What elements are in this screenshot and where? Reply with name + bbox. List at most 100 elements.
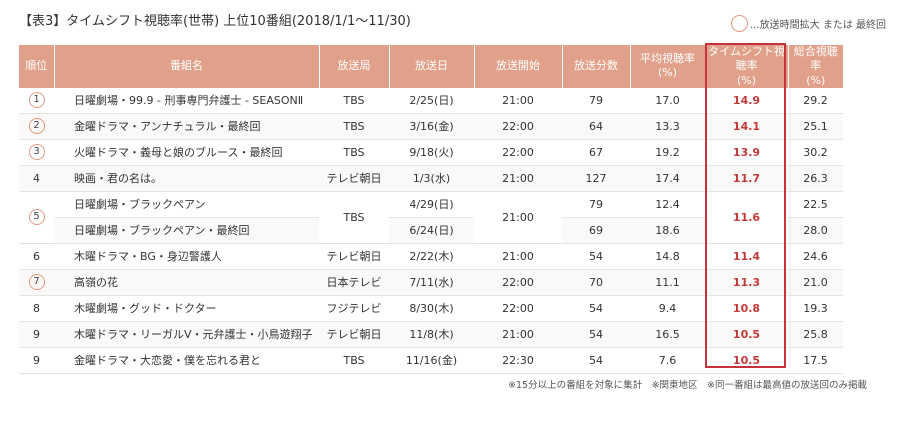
station: フジテレビ: [319, 295, 389, 322]
start-time: 22:00: [474, 113, 562, 140]
avg-rating: 17.0: [630, 87, 705, 114]
start-time: 22:00: [474, 295, 562, 322]
avg-rating: 7.6: [630, 347, 705, 374]
program-name: 木曜劇場・グッド・ドクター: [54, 295, 319, 322]
broadcast-date: 2/25(日): [389, 87, 474, 114]
rank-cell: 5: [19, 191, 54, 244]
timeshift-rating: 10.5: [705, 321, 788, 348]
station: TBS: [319, 139, 389, 166]
duration-minutes: 54: [562, 295, 630, 322]
program-name: 高嶺の花: [54, 269, 319, 296]
duration-minutes: 70: [562, 269, 630, 296]
column-header-duration: 放送分数: [561, 45, 630, 88]
timeshift-rating: 10.5: [705, 347, 788, 374]
total-rating: 19.3: [788, 295, 843, 322]
station: テレビ朝日: [319, 165, 389, 192]
duration-minutes: 79: [562, 191, 630, 218]
program-name: 日曜劇場・99.9 - 刑事専門弁護士 - SEASONⅡ: [54, 87, 319, 114]
total-rating: 21.0: [788, 269, 843, 296]
broadcast-date: 7/11(水): [389, 269, 474, 296]
station: TBS: [319, 87, 389, 114]
station: TBS: [319, 113, 389, 140]
header-row: 順位 番組名 放送局 放送日 放送開始 放送分数 平均視聴率 (%) タイムシフト視聴率 (%) 総…: [19, 45, 843, 88]
timeshift-rating: 11.4: [705, 243, 788, 270]
timeshift-rating: 10.8: [705, 295, 788, 322]
total-rating: 30.2: [788, 139, 843, 166]
broadcast-date: 3/16(金): [389, 113, 474, 140]
station: 日本テレビ: [319, 269, 389, 296]
timeshift-rating: 11.7: [705, 165, 788, 192]
duration-minutes: 64: [562, 113, 630, 140]
broadcast-date: 9/18(火): [389, 139, 474, 166]
rank-badge: 5: [28, 209, 45, 226]
column-header-rank: 順位: [19, 45, 54, 88]
total-rating: 25.8: [788, 321, 843, 348]
column-header-total-rating: 総合視聴率 (%): [787, 45, 843, 88]
program-name: 日曜劇場・ブラックペアン・最終回: [54, 217, 319, 244]
table-title: 【表3】タイムシフト視聴率(世帯) 上位10番組(2018/1/1～11/30): [19, 14, 411, 29]
rank-cell: 9: [19, 347, 54, 374]
table-row: 7 高嶺の花 日本テレビ 7/11(水) 22:00 70 11.1 11.3 21.0: [19, 269, 843, 296]
broadcast-date: 1/3(水): [389, 165, 474, 192]
circle-marker-icon: [730, 15, 748, 32]
table-row: 5 日曜劇場・ブラックペアン TBS 4/29(日) 21:00 79 12.4 11.6 22…: [19, 191, 843, 244]
rank-badge: 2: [28, 118, 45, 135]
rank-badge: 1: [28, 92, 45, 109]
total-rating: 26.3: [788, 165, 843, 192]
timeshift-rating: 11.3: [705, 269, 788, 296]
avg-rating: 19.2: [630, 139, 705, 166]
start-time: 22:00: [474, 139, 562, 166]
start-time: 21:00: [474, 165, 562, 192]
column-header-station: 放送局: [318, 45, 389, 88]
rank-cell: 9: [19, 321, 54, 348]
start-time: 22:30: [474, 347, 562, 374]
total-rating: 25.1: [788, 113, 843, 140]
column-header-program: 番組名: [53, 45, 319, 88]
table-row: 9 金曜ドラマ・大恋愛・僕を忘れる君と TBS 11/16(金) 22:30 54 7.6 1…: [19, 347, 843, 374]
station: テレビ朝日: [319, 321, 389, 348]
total-rating: 17.5: [788, 347, 843, 374]
avg-rating: 17.4: [630, 165, 705, 192]
start-time: 21:00: [474, 243, 562, 270]
program-name: 金曜ドラマ・大恋愛・僕を忘れる君と: [54, 347, 319, 374]
broadcast-date: 2/22(木): [389, 243, 474, 270]
broadcast-date: 8/30(木): [389, 295, 474, 322]
duration-minutes: 79: [562, 87, 630, 114]
program-name: 木曜ドラマ・リーガルV・元弁護士・小鳥遊翔子: [54, 321, 319, 348]
avg-rating: 13.3: [630, 113, 705, 140]
duration-minutes: 54: [562, 321, 630, 348]
rank-badge: 7: [28, 274, 45, 291]
timeshift-rating: 14.1: [705, 113, 788, 140]
avg-rating: 16.5: [630, 321, 705, 348]
duration-minutes: 54: [562, 243, 630, 270]
rank-cell: 4: [19, 165, 54, 192]
total-rating: 29.2: [788, 87, 843, 114]
column-header-avg-rating: 平均視聴率 (%): [629, 45, 705, 88]
rank-cell: 7: [19, 269, 54, 296]
start-time: 21:00: [474, 87, 562, 114]
duration-minutes: 67: [562, 139, 630, 166]
rank-cell: 1: [19, 87, 54, 114]
rank-cell: 3: [19, 139, 54, 166]
program-name: 日曜劇場・ブラックペアン: [54, 191, 319, 218]
broadcast-date: 11/16(金): [389, 347, 474, 374]
total-rating: 22.5: [788, 191, 843, 218]
table-row: 8 木曜劇場・グッド・ドクター フジテレビ 8/30(木) 22:00 54 9.4 10.8…: [19, 295, 843, 322]
total-rating: 24.6: [788, 243, 843, 270]
avg-rating: 12.4: [630, 191, 705, 218]
table-row: 1 日曜劇場・99.9 - 刑事専門弁護士 - SEASONⅡ TBS 2/25(日)…: [19, 87, 843, 114]
timeshift-rating: 11.6: [705, 191, 788, 244]
avg-rating: 11.1: [630, 269, 705, 296]
start-time: 21:00: [474, 321, 562, 348]
footnotes: ※15分以上の番組を対象に集計 ※関東地区 ※同一番組は最高値の放送回のみ掲載: [508, 380, 867, 391]
program-name: 金曜ドラマ・アンナチュラル・最終回: [54, 113, 319, 140]
program-name: 火曜ドラマ・義母と娘のブルース・最終回: [54, 139, 319, 166]
station: TBS: [319, 191, 389, 244]
table-row: 9 木曜ドラマ・リーガルV・元弁護士・小鳥遊翔子 テレビ朝日 11/8(木) 21:00…: [19, 321, 843, 348]
broadcast-date: 6/24(日): [389, 217, 474, 244]
rank-cell: 2: [19, 113, 54, 140]
table-row: 6 木曜ドラマ・BG・身辺警護人 テレビ朝日 2/22(木) 21:00 54 14.8 11…: [19, 243, 843, 270]
program-name: 木曜ドラマ・BG・身辺警護人: [54, 243, 319, 270]
legend-text: …放送時間拡大 または 最終回: [749, 20, 886, 31]
broadcast-date: 4/29(日): [389, 191, 474, 218]
